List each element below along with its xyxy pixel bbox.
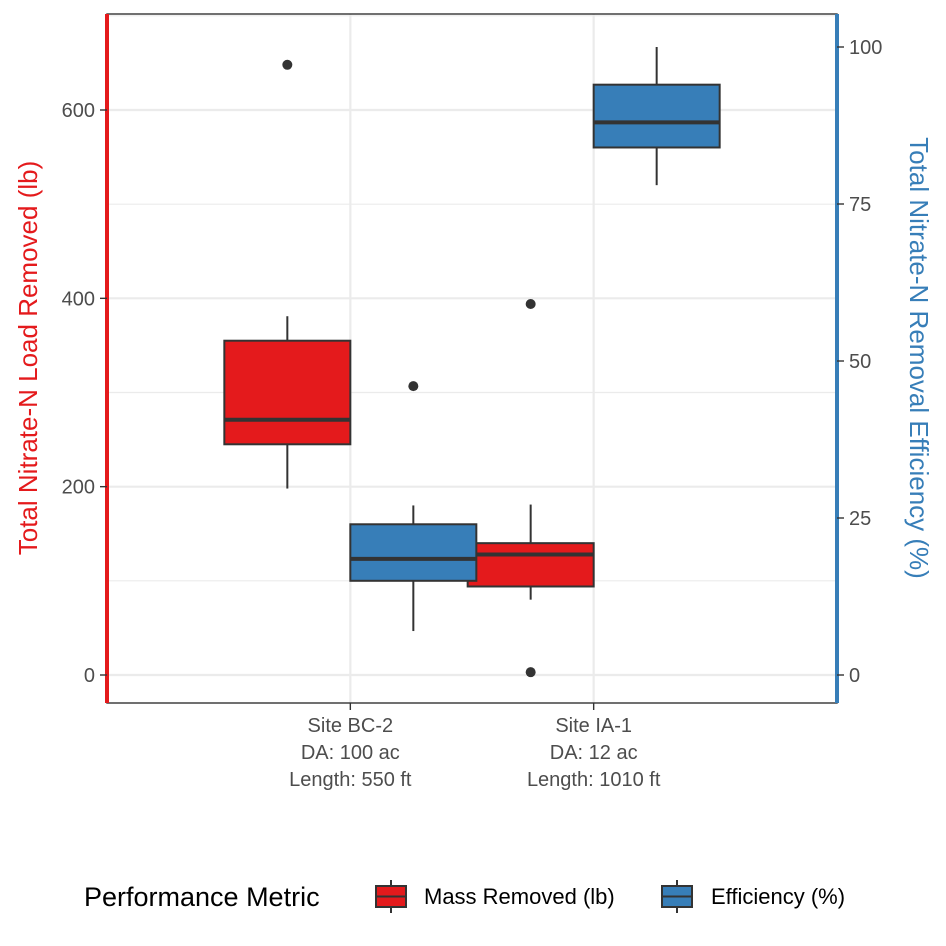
x-tick-label: Site BC-2 DA: 100 ac Length: 550 ft: [289, 715, 412, 791]
x-tick-label-line: Site BC-2: [308, 715, 394, 737]
x-tick-label-line: Length: 1010 ft: [527, 769, 661, 791]
left-axis-title: Total Nitrate-N Load Removed (lb): [13, 161, 43, 556]
legend-label: Mass Removed (lb): [424, 884, 615, 909]
left-tick-label: 400: [62, 288, 95, 310]
right-tick-label: 0: [849, 665, 860, 687]
box-iqr: [349, 523, 478, 582]
right-tick-label: 100: [849, 37, 882, 59]
left-tick-label: 200: [62, 477, 95, 499]
legend-title: Performance Metric: [84, 882, 320, 912]
outlier-point: [525, 667, 536, 678]
x-tick-label-line: DA: 100 ac: [301, 742, 400, 764]
right-tick-label: 25: [849, 508, 871, 530]
box-mass-0: [223, 59, 352, 489]
x-tick-label-line: Length: 550 ft: [289, 769, 412, 791]
legend-key-efficiency: [661, 880, 693, 913]
x-tick-label: Site IA-1 DA: 12 ac Length: 1010 ft: [527, 715, 661, 791]
x-tick-label-line: Site IA-1: [555, 715, 632, 737]
box-mass-1: [466, 298, 595, 678]
left-tick-label: 0: [84, 665, 95, 687]
box-efficiency-1: [592, 47, 721, 186]
right-tick-label: 75: [849, 194, 871, 216]
legend-label: Efficiency (%): [711, 884, 845, 909]
outlier-point: [282, 59, 293, 70]
box-efficiency-0: [349, 381, 478, 632]
legend-key-mass: [375, 880, 407, 913]
legend: Performance Metric Mass Removed (lb) Effic…: [84, 880, 845, 913]
right-tick-label: 50: [849, 351, 871, 373]
box-iqr: [466, 542, 595, 588]
left-tick-label: 600: [62, 100, 95, 122]
box-iqr: [592, 83, 721, 149]
outlier-point: [408, 381, 419, 392]
outlier-point: [525, 298, 536, 309]
right-axis-title: Total Nitrate-N Removal Efficiency (%): [904, 137, 934, 579]
x-tick-label-line: DA: 12 ac: [550, 742, 638, 764]
box-iqr: [223, 339, 352, 446]
plot-panel: [107, 14, 837, 703]
